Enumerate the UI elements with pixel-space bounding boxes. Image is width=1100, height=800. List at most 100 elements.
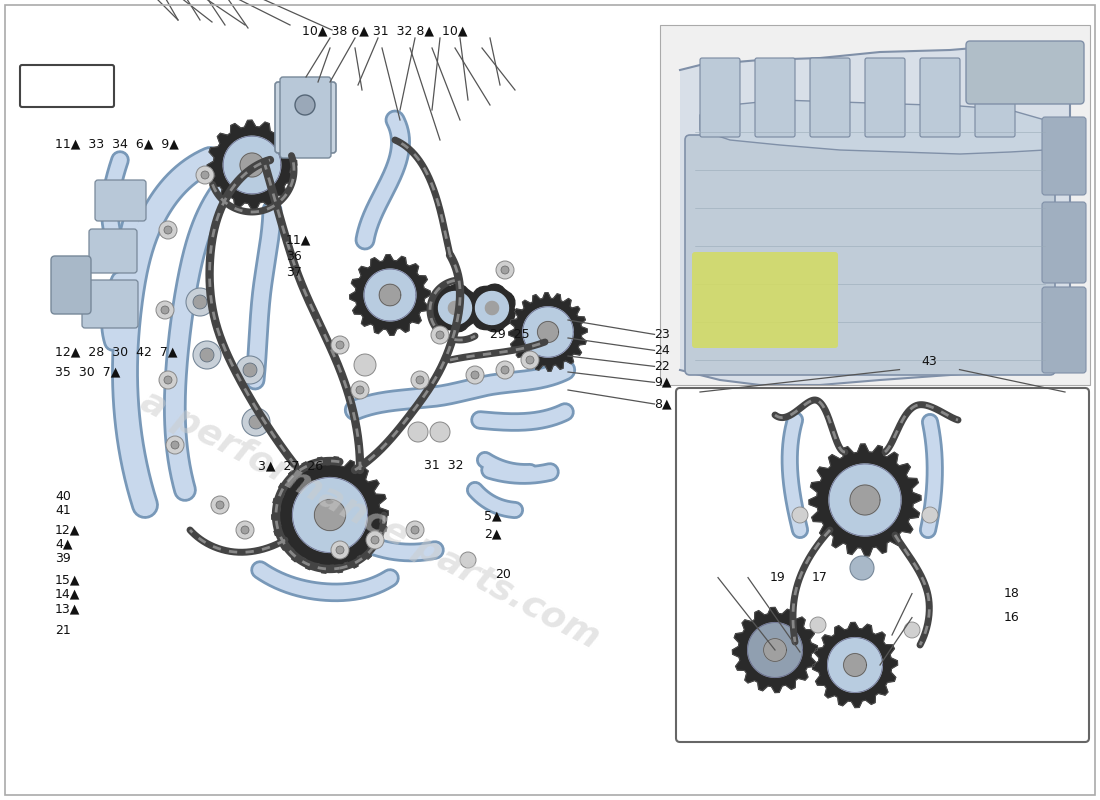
Circle shape: [411, 371, 429, 389]
Text: 23: 23: [654, 328, 670, 341]
Text: 35  30  7▲: 35 30 7▲: [55, 366, 120, 378]
Circle shape: [356, 386, 364, 394]
Polygon shape: [223, 136, 280, 194]
Text: 5▲: 5▲: [484, 510, 502, 522]
Circle shape: [170, 441, 179, 449]
Text: 14▲: 14▲: [55, 588, 80, 601]
Circle shape: [406, 521, 424, 539]
Circle shape: [366, 531, 384, 549]
Text: 21: 21: [55, 624, 70, 637]
Text: 37: 37: [286, 266, 301, 278]
Circle shape: [850, 556, 875, 580]
FancyBboxPatch shape: [82, 280, 138, 328]
Circle shape: [166, 436, 184, 454]
Polygon shape: [808, 444, 921, 556]
Circle shape: [922, 507, 938, 523]
Circle shape: [196, 166, 214, 184]
Circle shape: [336, 546, 344, 554]
Circle shape: [331, 336, 349, 354]
FancyBboxPatch shape: [975, 58, 1015, 137]
Text: 29  25: 29 25: [490, 328, 529, 341]
Text: 31  32: 31 32: [424, 459, 463, 472]
Circle shape: [436, 331, 444, 339]
Text: 11▲: 11▲: [286, 234, 311, 246]
Polygon shape: [850, 485, 880, 515]
Text: 2▲: 2▲: [484, 528, 502, 541]
Polygon shape: [431, 284, 477, 332]
Bar: [660, 25, 1090, 385]
Polygon shape: [748, 622, 802, 678]
Text: 36: 36: [286, 250, 301, 262]
Circle shape: [160, 221, 177, 239]
FancyBboxPatch shape: [920, 58, 960, 137]
Polygon shape: [379, 284, 400, 306]
Bar: [660, 25, 1090, 385]
FancyBboxPatch shape: [20, 65, 114, 107]
Circle shape: [186, 288, 214, 316]
Text: 4▲: 4▲: [55, 538, 73, 550]
FancyBboxPatch shape: [700, 58, 740, 137]
Circle shape: [236, 356, 264, 384]
Polygon shape: [700, 100, 1055, 154]
Polygon shape: [844, 654, 867, 676]
Polygon shape: [829, 464, 901, 536]
Text: 40: 40: [55, 490, 70, 502]
FancyBboxPatch shape: [89, 229, 138, 273]
Circle shape: [160, 371, 177, 389]
Text: 22: 22: [654, 360, 670, 373]
Text: 18: 18: [1003, 587, 1019, 600]
Polygon shape: [240, 153, 264, 177]
Circle shape: [295, 95, 315, 115]
Circle shape: [242, 408, 270, 436]
Circle shape: [408, 422, 428, 442]
Polygon shape: [449, 302, 462, 314]
Circle shape: [216, 501, 224, 509]
Circle shape: [164, 226, 172, 234]
Polygon shape: [813, 622, 898, 707]
Circle shape: [471, 371, 478, 379]
Text: 12▲: 12▲: [55, 523, 80, 536]
Circle shape: [496, 261, 514, 279]
FancyBboxPatch shape: [966, 41, 1084, 104]
Circle shape: [460, 552, 476, 568]
Polygon shape: [827, 638, 882, 692]
Circle shape: [810, 617, 826, 633]
Text: a performance parts.com: a performance parts.com: [135, 384, 605, 656]
Circle shape: [431, 326, 449, 344]
Text: 8▲: 8▲: [654, 398, 672, 410]
Circle shape: [192, 341, 221, 369]
Text: 24: 24: [654, 344, 670, 357]
Circle shape: [200, 348, 214, 362]
Text: 10▲ 38 6▲ 31  32 8▲  10▲: 10▲ 38 6▲ 31 32 8▲ 10▲: [302, 25, 468, 38]
Circle shape: [416, 376, 424, 384]
Polygon shape: [293, 478, 367, 553]
FancyBboxPatch shape: [685, 135, 1055, 375]
Circle shape: [156, 301, 174, 319]
Circle shape: [526, 356, 534, 364]
Polygon shape: [439, 291, 472, 325]
Circle shape: [351, 381, 369, 399]
Text: 17: 17: [812, 571, 827, 584]
Circle shape: [336, 341, 344, 349]
Circle shape: [243, 363, 257, 377]
Circle shape: [466, 366, 484, 384]
Circle shape: [496, 361, 514, 379]
Polygon shape: [733, 607, 817, 693]
Text: 19: 19: [770, 571, 785, 584]
Polygon shape: [364, 269, 416, 321]
FancyBboxPatch shape: [810, 58, 850, 137]
Circle shape: [201, 171, 209, 179]
Text: ▲ = 1: ▲ = 1: [44, 78, 90, 94]
Polygon shape: [350, 254, 430, 335]
FancyBboxPatch shape: [676, 388, 1089, 742]
Text: 11▲  33  34  6▲  9▲: 11▲ 33 34 6▲ 9▲: [55, 138, 179, 150]
Circle shape: [236, 521, 254, 539]
Text: 12▲  28  30  42  7▲: 12▲ 28 30 42 7▲: [55, 346, 177, 358]
Circle shape: [164, 376, 172, 384]
Circle shape: [500, 366, 509, 374]
FancyBboxPatch shape: [755, 58, 795, 137]
Text: 15▲: 15▲: [55, 574, 80, 586]
Polygon shape: [475, 291, 508, 325]
Circle shape: [904, 622, 920, 638]
FancyBboxPatch shape: [865, 58, 905, 137]
